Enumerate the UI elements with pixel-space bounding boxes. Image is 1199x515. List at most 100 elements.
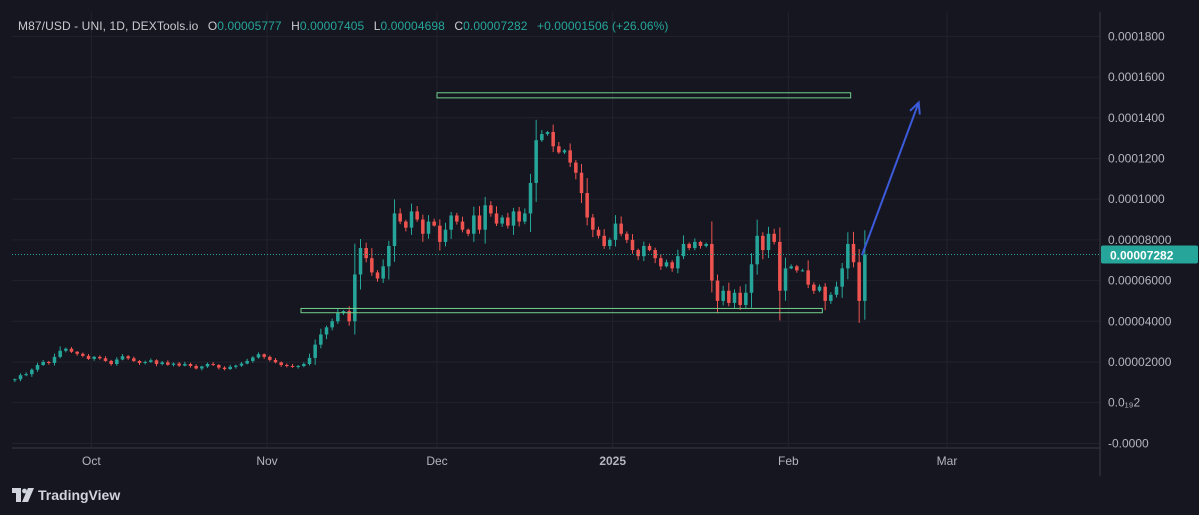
candle-body xyxy=(200,366,204,369)
candle-body xyxy=(698,241,703,246)
candle-body xyxy=(517,211,521,222)
candle-body xyxy=(222,367,227,370)
candle-body xyxy=(596,229,601,236)
candle-body xyxy=(336,313,340,322)
candle-body xyxy=(47,361,51,363)
candle-body xyxy=(58,350,62,357)
candle-body xyxy=(619,223,623,234)
x-tick-label: 2025 xyxy=(599,454,626,468)
last-price-label: 0.00007282 xyxy=(1110,248,1174,262)
candle-body xyxy=(149,360,153,362)
candle-body xyxy=(273,359,278,363)
drawings[interactable] xyxy=(12,92,1100,314)
change-value: +0.00001506 (+26.06%) xyxy=(536,19,669,33)
candle-body xyxy=(823,286,827,301)
x-tick-label: Feb xyxy=(778,454,799,468)
candle-body xyxy=(761,235,765,251)
candle-body xyxy=(30,369,34,375)
candle-body xyxy=(421,219,425,234)
candle-body xyxy=(302,363,306,367)
candle-body xyxy=(285,365,289,367)
grid xyxy=(12,12,1100,447)
candle-body xyxy=(727,290,731,303)
y-tick-label: 0.00002000 xyxy=(1108,355,1172,369)
tradingview-brand[interactable]: TradingView xyxy=(12,487,120,503)
y-tick-label: 0.00008000 xyxy=(1108,233,1172,247)
candle-body xyxy=(812,284,816,291)
high-value: 0.00007405 xyxy=(299,19,365,33)
candle-body xyxy=(506,217,510,226)
candle-body xyxy=(494,213,499,224)
candle-body xyxy=(608,239,612,246)
candle-body xyxy=(647,245,652,251)
projection-arrow-head xyxy=(909,100,921,115)
candle-body xyxy=(24,374,28,376)
candle-body xyxy=(69,348,74,352)
candle-body xyxy=(290,366,295,368)
candle-body xyxy=(41,361,45,366)
candle-body xyxy=(721,290,725,301)
candle-body xyxy=(659,258,663,267)
candle-body xyxy=(551,132,555,147)
candle-body xyxy=(296,366,300,368)
candle-body xyxy=(778,241,782,291)
projection-arrow xyxy=(861,102,920,256)
symbol-legend: M87/USD - UNI, 1D, DEXTools.io O0.000057… xyxy=(18,19,669,33)
candle-body xyxy=(783,268,788,291)
low-value: 0.00004698 xyxy=(380,19,445,33)
candle-body xyxy=(279,362,283,366)
y-tick-label: 0.0001200 xyxy=(1108,151,1165,165)
candle-body xyxy=(313,344,317,358)
candle-body xyxy=(115,359,119,364)
candle-body xyxy=(98,356,102,359)
candle-body xyxy=(64,348,68,351)
candle-body xyxy=(534,140,538,183)
y-tick-label: 0.0₁₉2 xyxy=(1108,396,1140,410)
candle-body xyxy=(789,266,793,269)
candle-body xyxy=(81,353,85,356)
x-tick-label: Mar xyxy=(937,454,958,468)
candle-body xyxy=(625,233,629,240)
candle-body xyxy=(387,245,391,267)
candles xyxy=(13,119,867,383)
candle-body xyxy=(455,215,459,222)
candle-body xyxy=(602,235,606,246)
candle-body xyxy=(472,215,476,234)
candle-body xyxy=(664,262,669,267)
candle-body xyxy=(800,270,805,272)
candle-body xyxy=(177,363,181,366)
candle-body xyxy=(449,215,453,230)
close-value: 0.00007282 xyxy=(463,19,528,33)
candle-body xyxy=(217,365,221,368)
candle-body xyxy=(693,241,697,249)
candle-body xyxy=(681,243,686,257)
candle-body xyxy=(268,356,272,360)
candle-body xyxy=(545,132,550,135)
candle-body xyxy=(460,221,465,230)
y-tick-label: 0.0001800 xyxy=(1108,29,1165,43)
open-key: O xyxy=(207,19,218,33)
candle-body xyxy=(574,162,578,173)
candle-body xyxy=(670,262,674,269)
y-tick-label: 0.00006000 xyxy=(1108,274,1172,288)
candle-body xyxy=(489,205,493,214)
candle-body xyxy=(653,250,657,259)
candle-body xyxy=(585,193,589,218)
candle-body xyxy=(795,266,799,271)
candle-body xyxy=(829,294,833,301)
candle-body xyxy=(415,211,419,220)
candle-body xyxy=(205,363,210,367)
candle-body xyxy=(755,235,759,265)
support-zone-box xyxy=(300,307,823,314)
candle-body xyxy=(370,258,374,273)
candle-body xyxy=(166,362,170,365)
candle-body xyxy=(132,358,136,361)
candle-body xyxy=(863,254,867,301)
candle-body xyxy=(75,351,79,354)
x-tick-label: Dec xyxy=(426,454,447,468)
candle-body xyxy=(143,361,147,363)
candle-body xyxy=(86,355,91,359)
candle-body xyxy=(319,334,323,345)
tradingview-logo-icon xyxy=(12,488,34,502)
